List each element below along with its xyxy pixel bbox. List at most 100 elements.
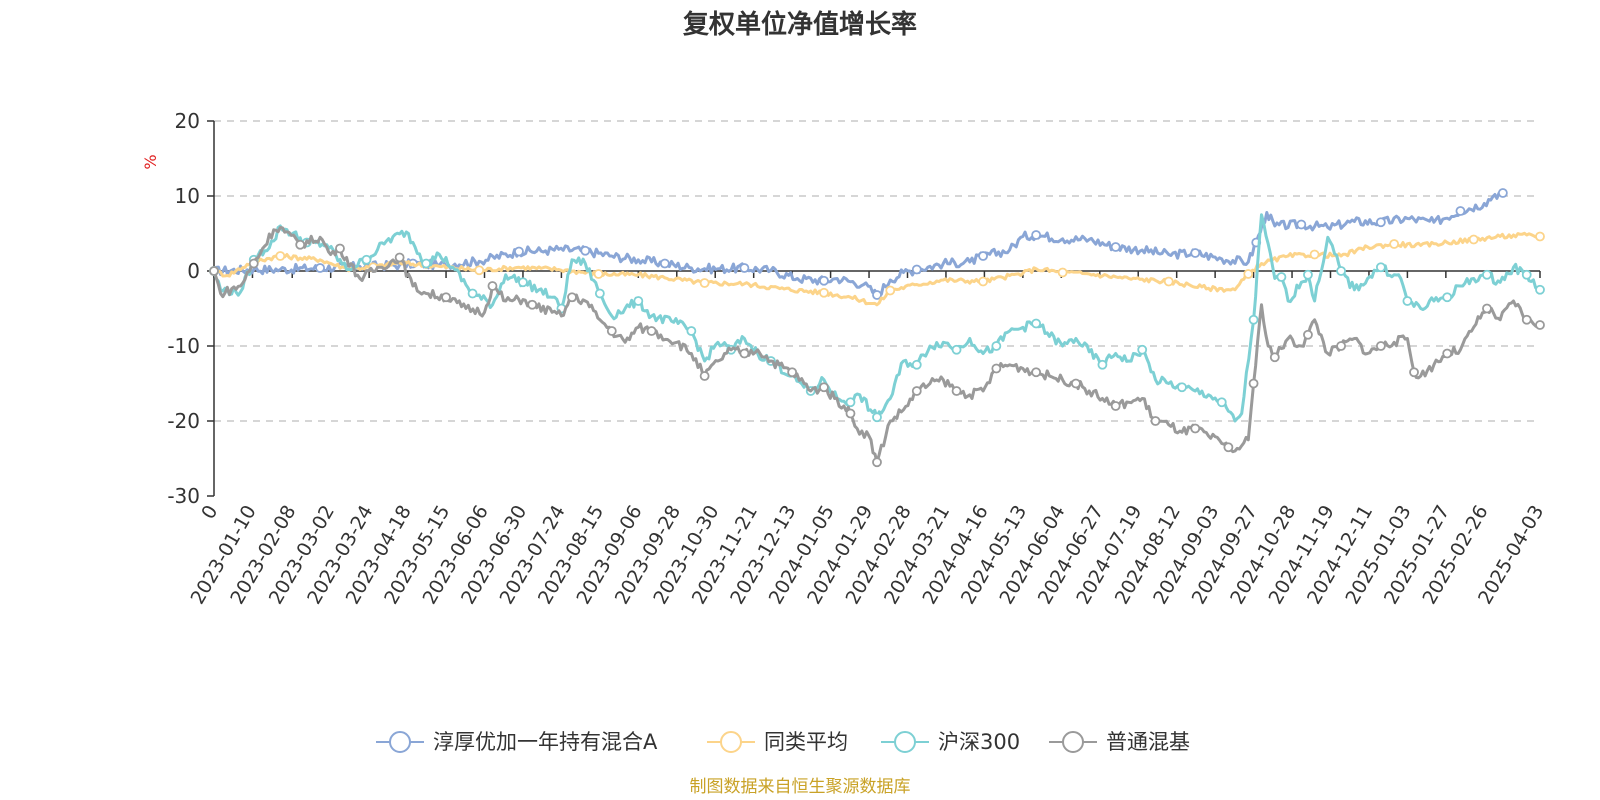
series-point [1031,367,1042,378]
series-point [1248,378,1259,389]
series-point [580,245,591,256]
series-point [1375,341,1386,351]
series-point [885,285,896,296]
y-tick-label: -20 [167,409,200,433]
series-point [275,251,286,261]
y-tick-label: 0 [187,259,200,283]
y-axis: 20 10 0 -10 -20 -30 [167,109,215,508]
series-point [739,263,750,273]
series-point [467,288,478,299]
series-lines [209,188,1545,468]
series-point [1409,367,1419,378]
series-line [212,213,1542,423]
legend: 淳厚优加一年持有混合A 同类平均 沪深300 普通混基 [376,730,1190,754]
series-point [1177,382,1187,393]
series-point [978,251,988,261]
series-point [487,281,498,291]
series-point [911,264,922,275]
x-axis: 02023-01-102023-02-082023-03-022023-03-2… [187,270,1548,608]
legend-label: 普通混基 [1106,730,1190,754]
y-axis-unit: % [141,154,160,169]
series-point [1442,348,1453,359]
legend-marker [720,731,742,753]
series-point [739,348,750,359]
series-point [1243,269,1254,279]
series-point [441,292,451,303]
series-point [1303,269,1313,280]
legend-item[interactable]: 沪深300 [881,730,1020,754]
series-point [659,258,670,269]
legend-label: 淳厚优加一年持有混合A [433,730,658,754]
y-tick-label: 20 [175,109,200,133]
series-point [872,290,882,300]
series-point [951,344,962,355]
series-point [567,292,577,303]
series-point [1455,206,1466,216]
legend-item[interactable]: 普通混基 [1049,730,1190,754]
series-point [1296,219,1307,230]
series-point [1535,284,1545,295]
series-point [1482,303,1492,314]
series-point [699,371,710,381]
series-point [1216,397,1227,408]
series-point [1110,242,1121,252]
series-point [1223,442,1234,453]
series-point [606,326,617,336]
x-tick-label: 0 [197,502,222,523]
series-point [845,408,856,419]
series-point [1097,359,1108,370]
legend-marker [1062,731,1084,753]
series-point [819,382,829,393]
series-point [1150,416,1161,426]
series-point [1309,249,1320,260]
series-point [911,359,922,370]
chart-title: 复权单位净值增长率 [683,9,917,40]
legend-label: 同类平均 [764,730,848,754]
series-point [991,363,1002,374]
series-point [474,265,485,276]
series-point [1375,262,1386,273]
data-source-note: 制图数据来自恒生聚源数据库 [690,777,911,797]
series-point [1190,248,1201,258]
series-point [1031,318,1042,329]
series-point [951,386,962,396]
series-point [421,258,432,269]
legend-marker [894,731,916,753]
series-point [1336,341,1346,351]
series-point [1468,234,1479,245]
series-point [1535,231,1545,242]
series-point [1163,276,1174,287]
series-point [1276,272,1287,282]
legend-item[interactable]: 淳厚优加一年持有混合A [376,730,658,754]
series-point [295,239,306,250]
legend-marker [389,731,411,753]
series-point [1269,352,1280,363]
series-point [594,288,605,299]
series-point [248,258,259,269]
series-point [872,457,882,468]
series-point [845,397,856,408]
legend-item[interactable]: 同类平均 [707,730,848,754]
series-point [1482,269,1492,280]
series-point [911,386,922,396]
y-tick-label: -10 [167,334,200,358]
series-point [699,278,710,288]
series-point [518,277,528,288]
series-point [646,326,657,336]
series-point [1535,320,1545,330]
series-point [991,341,1002,351]
series-point [361,254,372,265]
series-point [1031,230,1042,240]
y-tick-label: 10 [175,184,200,208]
series-point [633,296,644,306]
series-point [514,246,524,257]
series-point [1137,344,1148,355]
series-point [593,269,604,279]
series-point [872,412,882,423]
series-point [1442,292,1453,303]
series-point [787,367,798,378]
series-point [1110,401,1121,411]
series-point [1071,378,1081,389]
series-point [1190,423,1201,434]
